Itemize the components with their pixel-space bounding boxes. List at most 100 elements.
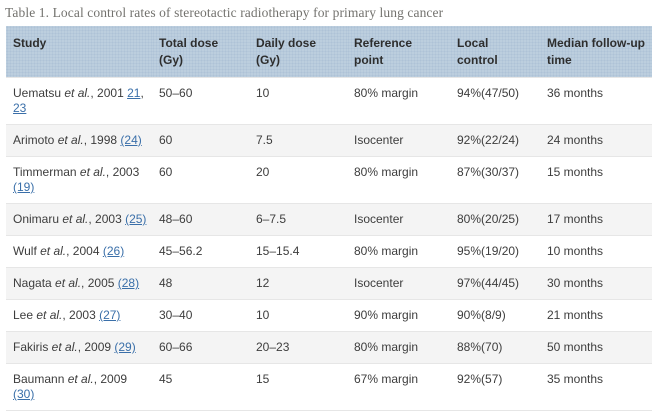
study-cell: Timmerman et al., 2003 (19) [13,165,140,194]
column-header-total-dose: Total dose (Gy) [152,26,249,78]
et-al-text: et al. [40,244,67,258]
et-al-text: et al. [57,133,84,147]
column-header-line: control [457,53,498,67]
follow-up-cell: 35 months [547,372,604,386]
study-cell: Fakiris et al., 2009 (29) [13,340,136,354]
follow-up-cell: 10 months [547,244,604,258]
total-dose-cell: 48–60 [159,212,193,226]
column-header-line: Reference [354,36,413,50]
table-header-row: Study Total dose (Gy) Daily dose (Gy) Referen… [6,26,652,78]
column-header-line: Local [457,36,489,50]
follow-up-cell: 21 months [547,308,604,322]
local-control-cell: 90%(8/9) [457,308,506,322]
column-header-study: Study [6,26,152,78]
column-header-daily-dose: Daily dose (Gy) [249,26,347,78]
reference-link[interactable]: (28) [117,276,140,290]
table-row: Timmerman et al., 2003 (19) 60 20 80% margi… [6,156,652,204]
total-dose-cell: 60–66 [159,340,193,354]
daily-dose-cell: 20–23 [256,340,290,354]
reference-point-cell: 67% margin [354,372,419,386]
table-row: Baumann et al., 2009 (30) 45 15 67% margin 9… [6,363,652,411]
study-cell: Baumann et al., 2009 (30) [13,372,128,401]
daily-dose-cell: 10 [256,308,270,322]
et-al-text: et al. [51,340,78,354]
reference-link[interactable]: (24) [120,133,142,147]
column-header-median-follow-up-time: Median follow-up time [540,26,652,78]
table-row: Lee et al., 2003 (27) 30–40 10 90% margin 90… [6,299,652,332]
column-header-line: Study [13,36,47,50]
reference-link[interactable]: 21 [127,86,141,100]
total-dose-cell: 60 [159,165,173,179]
column-header-local-control: Local control [450,26,540,78]
follow-up-cell: 50 months [547,340,604,354]
reference-point-cell: 90% margin [354,308,419,322]
follow-up-cell: 24 months [547,133,604,147]
follow-up-cell: 36 months [547,86,604,100]
table-row: Onimaru et al., 2003 (25) 48–60 6–7.5 Isoce… [6,203,652,236]
total-dose-cell: 45–56.2 [159,244,203,258]
study-cell: Onimaru et al., 2003 (25) [13,212,147,226]
table-header: Study Total dose (Gy) Daily dose (Gy) Referen… [6,26,652,78]
et-al-text: et al. [67,372,94,386]
study-cell: Lee et al., 2003 (27) [13,308,121,322]
reference-link[interactable]: (30) [13,387,35,401]
study-cell: Nagata et al., 2005 (28) [13,276,140,290]
reference-point-cell: Isocenter [354,133,404,147]
follow-up-cell: 15 months [547,165,604,179]
reference-point-cell: Isocenter [354,212,404,226]
reference-point-cell: 80% margin [354,86,419,100]
et-al-text: et al. [64,86,91,100]
table-title: Table 1. Local control rates of stereota… [5,5,444,20]
study-cell: Uematsu et al., 2001 21, 23 [13,86,144,115]
et-al-text: et al. [55,276,82,290]
et-al-text: et al. [36,308,63,322]
column-header-reference-point: Reference point [347,26,450,78]
table-row: Wulf et al., 2004 (26) 45–56.2 15–15.4 80% … [6,235,652,268]
local-control-cell: 97%(44/45) [457,276,520,290]
follow-up-cell: 17 months [547,212,604,226]
study-cell: Wulf et al., 2004 (26) [13,244,125,258]
local-control-cell: 92%(22/24) [457,133,520,147]
table-row: Arimoto et al., 1998 (24) 60 7.5 Isocenter 9… [6,124,652,157]
reference-point-cell: 80% margin [354,244,419,258]
table-row: Uematsu et al., 2001 21, 23 50–60 10 80% ma… [6,77,652,125]
table-row: Nagata et al., 2005 (28) 48 12 Isocenter 97%… [6,267,652,300]
local-control-cell: 94%(47/50) [457,86,520,100]
reference-point-cell: 80% margin [354,340,419,354]
daily-dose-cell: 7.5 [256,133,273,147]
daily-dose-cell: 15 [256,372,270,386]
reference-link[interactable]: (25) [125,212,147,226]
total-dose-cell: 30–40 [159,308,193,322]
daily-dose-cell: 12 [256,276,270,290]
reference-link[interactable]: (26) [102,244,125,258]
total-dose-cell: 50–60 [159,86,193,100]
reference-link[interactable]: 23 [13,101,27,115]
total-dose-cell: 60 [159,133,173,147]
local-control-cell: 87%(30/37) [457,165,520,179]
daily-dose-cell: 20 [256,165,270,179]
local-control-cell: 88%(70) [457,340,503,354]
reference-point-cell: Isocenter [354,276,404,290]
reference-link[interactable]: (27) [99,308,121,322]
local-control-cell: 95%(19/20) [457,244,520,258]
table-body: Uematsu et al., 2001 21, 23 50–60 10 80% ma… [6,77,652,411]
column-header-line: Total dose [159,36,219,50]
reference-link[interactable]: (29) [114,340,136,354]
reference-point-cell: 80% margin [354,165,419,179]
column-header-line: Median follow-up [547,36,645,50]
reference-link[interactable]: (19) [13,180,35,194]
study-cell: Arimoto et al., 1998 (24) [13,133,142,147]
follow-up-cell: 30 months [547,276,604,290]
et-al-text: et al. [62,212,89,226]
daily-dose-cell: 15–15.4 [256,244,300,258]
column-header-line: Daily dose [256,36,317,50]
column-header-line: time [547,53,572,67]
column-header-line: (Gy) [159,53,183,67]
data-table: Study Total dose (Gy) Daily dose (Gy) Referen… [6,26,652,411]
daily-dose-cell: 6–7.5 [256,212,287,226]
column-header-line: point [354,53,384,67]
total-dose-cell: 48 [159,276,173,290]
total-dose-cell: 45 [159,372,173,386]
